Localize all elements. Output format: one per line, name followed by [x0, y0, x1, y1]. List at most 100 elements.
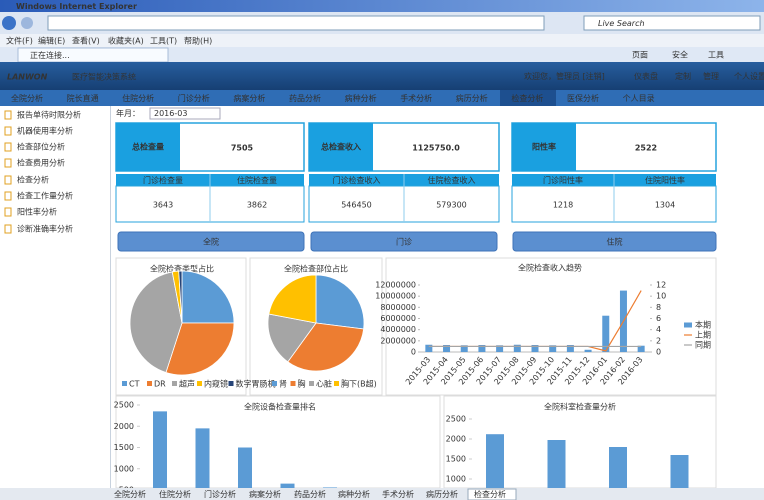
- bar: [637, 345, 645, 352]
- y2-tick-label: 0: [656, 348, 661, 357]
- back-button[interactable]: [2, 16, 16, 30]
- menu-item[interactable]: 查看(V): [72, 36, 100, 46]
- nav-item[interactable]: 病历分析: [456, 93, 488, 103]
- address-box[interactable]: [47, 15, 545, 31]
- menu-item[interactable]: 工具(T): [150, 37, 177, 46]
- menu-item[interactable]: 收藏夹(A): [108, 36, 144, 46]
- legend-label: DR: [154, 380, 166, 389]
- kpi-value: 7505: [231, 144, 254, 153]
- chart-title: 全院设备检查量排名: [244, 402, 316, 412]
- kpi-label-bg: [512, 123, 576, 171]
- nav-bar: [0, 90, 764, 106]
- sidebar-item[interactable]: 检查费用分析: [17, 158, 65, 168]
- bar: [584, 349, 592, 352]
- nav-item[interactable]: 病案分析: [233, 93, 265, 103]
- date-select[interactable]: [149, 107, 221, 120]
- sidebar-icon: [4, 142, 12, 152]
- sidebar-item[interactable]: 检查分析: [17, 175, 49, 185]
- bar: [602, 315, 610, 352]
- chart-title: 全院检查类型占比: [150, 264, 214, 274]
- bar: [195, 428, 210, 500]
- sidebar-item[interactable]: 阳性率分析: [17, 207, 57, 217]
- logo: LANWON: [7, 73, 48, 82]
- menu-item[interactable]: 帮助(H): [184, 36, 212, 46]
- bar: [460, 345, 468, 352]
- pie-slice: [267, 313, 317, 363]
- legend-label: 上期: [695, 331, 711, 340]
- tab-title: 正在连接...: [30, 50, 70, 60]
- nav-item[interactable]: 住院分析: [122, 93, 154, 103]
- sidebar-icon: [4, 191, 12, 201]
- bar: [478, 345, 486, 352]
- nav-item[interactable]: 检查分析: [511, 93, 543, 103]
- kpi-title: 总检查收入: [321, 142, 361, 152]
- sidebar-item[interactable]: 诊断准确率分析: [17, 224, 73, 234]
- toolbar-button[interactable]: 安全: [672, 50, 688, 60]
- sidebar-item[interactable]: 检查工作量分析: [17, 191, 73, 201]
- header-link[interactable]: 仪表盘: [634, 71, 658, 81]
- bottom-tab[interactable]: 病种分析: [338, 489, 370, 499]
- nav-item[interactable]: 院长直通: [67, 93, 99, 103]
- toolbar-button[interactable]: 页面: [632, 51, 648, 60]
- y-tick-label: 1000: [114, 464, 134, 473]
- nav-item[interactable]: 手术分析: [400, 93, 432, 103]
- pie-slice: [178, 270, 183, 324]
- y2-tick-label: 12: [656, 281, 666, 290]
- nav-item[interactable]: 医保分析: [567, 93, 599, 103]
- menu-item[interactable]: 编辑(E): [38, 36, 65, 46]
- nav-item[interactable]: 门诊分析: [178, 93, 210, 103]
- bottom-tab-active: [467, 488, 517, 500]
- y2-tick-label: 2: [656, 336, 661, 345]
- legend-label: CT: [129, 380, 140, 389]
- scope-button[interactable]: [310, 231, 498, 252]
- y-tick-label: 12000000: [375, 281, 416, 290]
- y2-tick-label: 4: [656, 325, 661, 334]
- y-tick-label: 4000000: [380, 325, 416, 334]
- bottom-tab[interactable]: 病案分析: [249, 489, 281, 499]
- bar: [238, 447, 252, 500]
- legend-swatch: [228, 381, 234, 386]
- nav-item[interactable]: 全院分析: [11, 93, 43, 103]
- bottom-tabs: 全院分析 住院分析 门诊分析 病案分析 药品分析 病种分析 手术分析 病历分析 检查分析: [114, 489, 506, 499]
- scope-button[interactable]: [117, 231, 305, 252]
- toolbar-button[interactable]: 工具: [708, 51, 724, 60]
- nav-item[interactable]: 药品分析: [289, 93, 321, 103]
- y-tick-label: 8000000: [380, 303, 416, 312]
- filter-value: 2016-03: [154, 109, 187, 118]
- nav-item[interactable]: 病种分析: [345, 93, 377, 103]
- bar: [549, 345, 557, 352]
- sidebar-item[interactable]: 机器使用率分析: [17, 126, 73, 136]
- legend-swatch: [197, 381, 202, 386]
- scope-button-label: 全院: [203, 237, 219, 247]
- sidebar-item[interactable]: 检查部位分析: [17, 142, 65, 152]
- kpi-sub-value: 1304: [655, 201, 675, 210]
- search-box[interactable]: [583, 15, 761, 31]
- chart-title: 全院科室检查量分析: [544, 402, 616, 412]
- bottom-tab[interactable]: 全院分析: [114, 489, 146, 499]
- legend-label: 同期: [695, 341, 711, 350]
- bottom-tab[interactable]: 手术分析: [382, 489, 414, 499]
- header-link[interactable]: 定制: [675, 71, 691, 81]
- forward-button[interactable]: [21, 17, 33, 29]
- header-link[interactable]: 管理: [703, 71, 719, 81]
- y2-tick-label: 6: [656, 314, 661, 323]
- bottom-tab[interactable]: 药品分析: [294, 489, 326, 499]
- title-bar: [0, 0, 764, 12]
- nav-item[interactable]: 个人目录: [623, 94, 655, 103]
- kpi-sub-value: 3862: [247, 201, 267, 210]
- bottom-tab[interactable]: 住院分析: [159, 489, 191, 499]
- sidebar-item[interactable]: 报告单待时限分析: [17, 110, 81, 120]
- y-tick-label: 6000000: [380, 314, 416, 323]
- menu-item[interactable]: 文件(F): [6, 36, 33, 46]
- bottom-tab[interactable]: 门诊分析: [204, 489, 236, 499]
- scope-button[interactable]: [512, 231, 717, 252]
- bar: [609, 447, 627, 500]
- legend-swatch: [272, 381, 277, 386]
- bottom-tab[interactable]: 病历分析: [426, 489, 458, 499]
- header-link[interactable]: 个人设置: [734, 71, 764, 81]
- kpi-sub-label: 门诊检查量: [143, 175, 183, 185]
- sidebar-icon: [4, 224, 12, 234]
- kpi-title: 总检查量: [132, 142, 164, 152]
- bottom-tab[interactable]: 检查分析: [474, 489, 506, 499]
